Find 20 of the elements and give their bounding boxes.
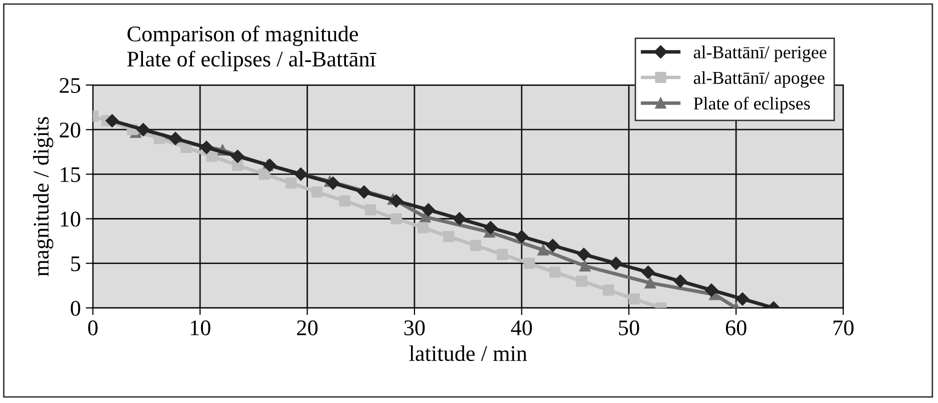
y-tick-label: 0	[70, 300, 80, 316]
y-tick-label: 5	[71, 256, 80, 272]
x-tick-label: 70	[834, 320, 854, 336]
legend-label: Plate of eclipses	[694, 96, 810, 114]
x-tick-label: 50	[619, 320, 640, 336]
x-tick-label: 20	[297, 320, 318, 336]
x-axis-title: latitude / min	[409, 345, 527, 362]
x-tick-label: 0	[88, 320, 98, 336]
legend-label: al-Battānī/ perigee	[694, 46, 826, 62]
x-tick-label: 40	[510, 320, 532, 336]
x-tick-label: 30	[404, 320, 425, 336]
y-tick-label: 10	[60, 212, 80, 227]
y-axis-title: magnitude / digits	[33, 117, 54, 276]
y-tick-label: 15	[60, 167, 80, 182]
chart-title: Comparison of magnitude Plate of eclipses / al-Battānī	[127, 26, 376, 72]
x-tick-label: 60	[726, 320, 746, 336]
y-tick-label: 25	[60, 78, 80, 93]
legend-label: al-Battānī/ apogee	[694, 71, 824, 88]
y-tick-label: 20	[60, 122, 80, 138]
x-tick-label: 10	[190, 320, 210, 336]
